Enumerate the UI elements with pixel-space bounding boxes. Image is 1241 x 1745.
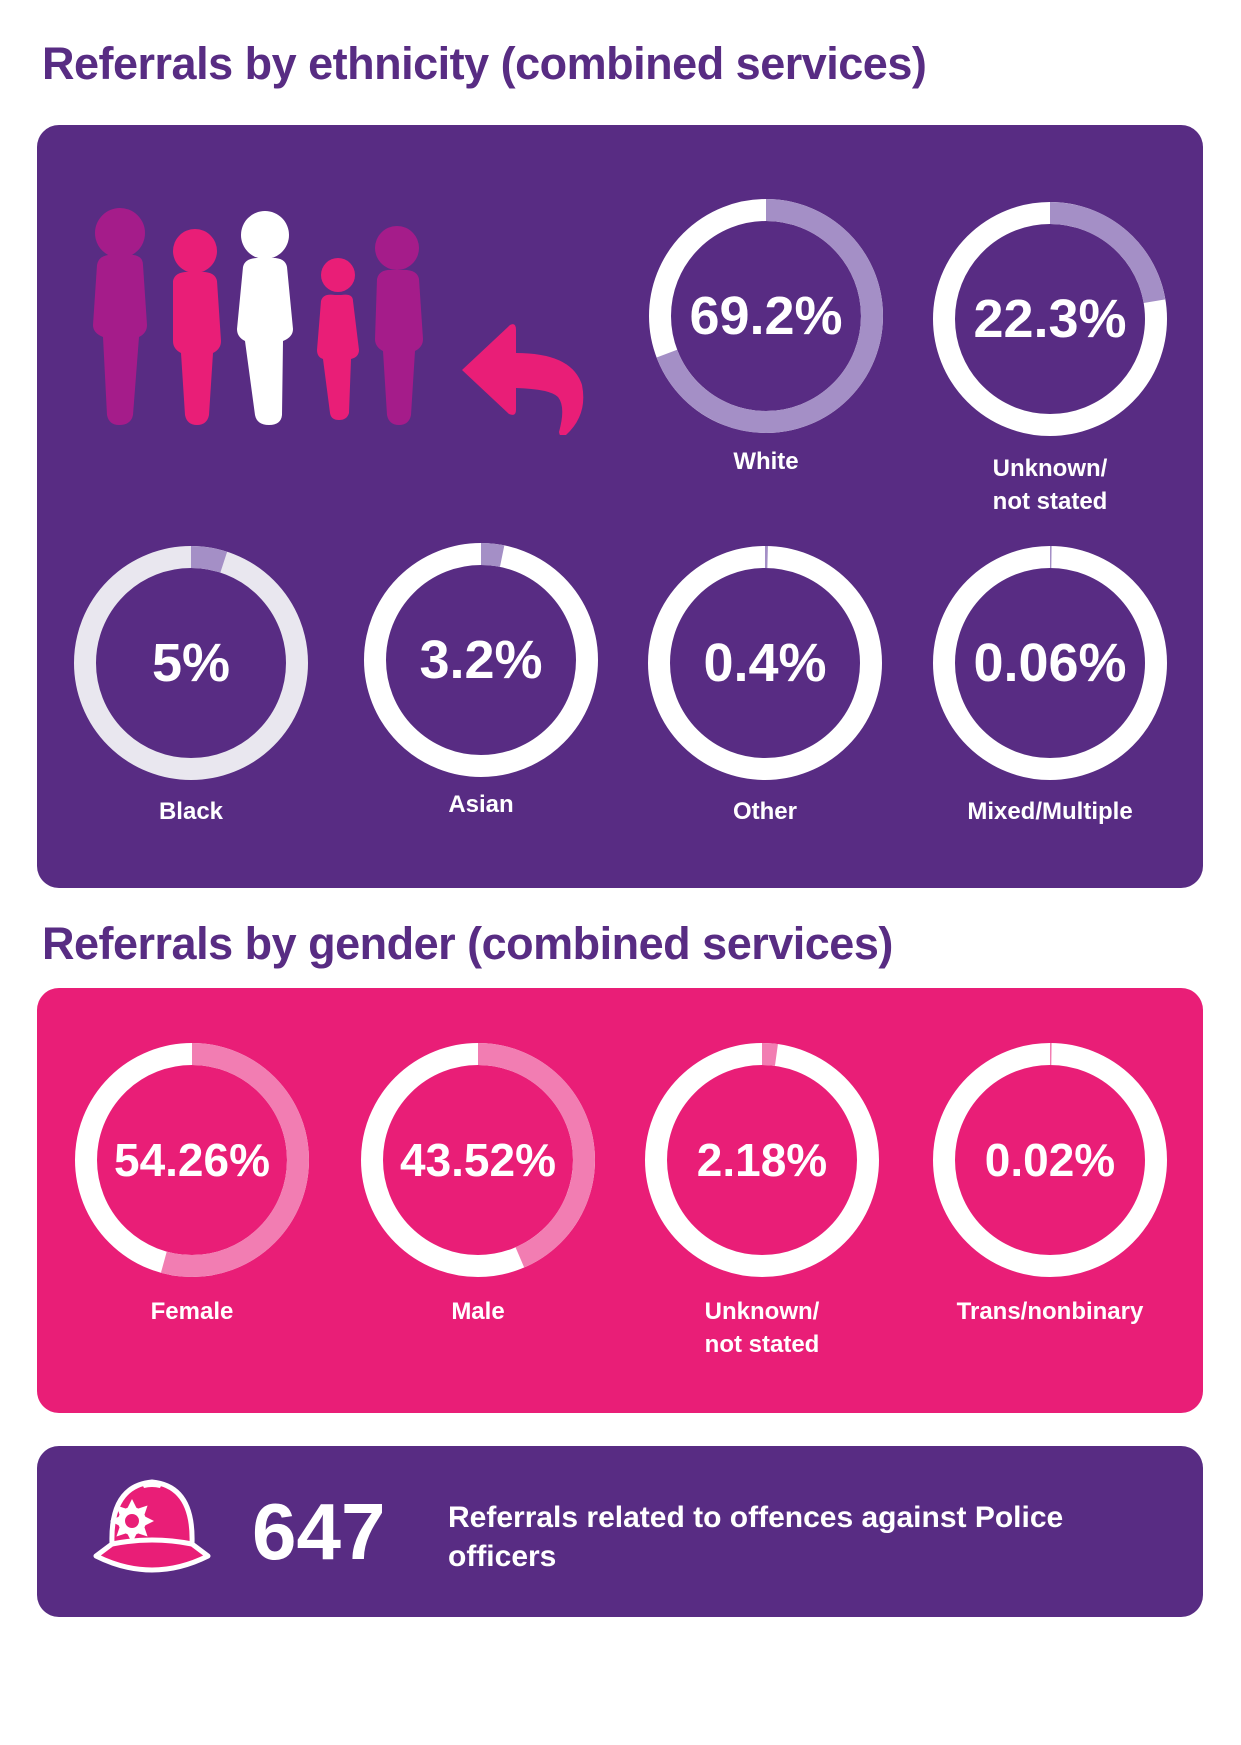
ring-label: Asian xyxy=(448,791,514,818)
ring-percentage: 22.3% xyxy=(973,289,1127,349)
ring-percentage: 3.2% xyxy=(419,630,543,690)
ring-percentage: 5% xyxy=(151,633,231,693)
ring-percentage: 54.26% xyxy=(113,1134,270,1186)
ring-percentage: 69.2% xyxy=(689,286,843,346)
ring-value-arc xyxy=(933,202,1167,436)
ring-percentage: 0.06% xyxy=(973,633,1127,693)
ring-label: Female xyxy=(150,1298,234,1325)
ring-value-arc xyxy=(361,1043,595,1277)
ethnicity-ring: 0.4% xyxy=(645,543,885,783)
return-arrow-icon xyxy=(462,324,584,435)
gender-title: Referrals by gender (combined services) xyxy=(42,918,893,969)
ring-percentage: 0.4% xyxy=(703,633,827,693)
ethnicity-ring: 69.2% xyxy=(646,196,886,436)
ring-label: White xyxy=(733,448,799,475)
police-referral-count: 647 xyxy=(252,1487,386,1576)
ring-label: Mixed/Multiple xyxy=(967,798,1133,825)
ring-value-arc xyxy=(649,199,883,433)
ring-label: Other xyxy=(732,798,797,825)
ring-percentage: 43.52% xyxy=(399,1134,556,1186)
ring-label: Black xyxy=(158,798,224,825)
ring-label: Unknown/not stated xyxy=(704,1298,820,1358)
ring-value-arc xyxy=(933,1043,1167,1277)
ring-value-arc xyxy=(364,543,598,777)
gender-ring: 54.26% xyxy=(72,1040,312,1280)
ring-percentage: 0.02% xyxy=(984,1134,1116,1186)
ring-value-arc xyxy=(75,1043,309,1277)
police-panel: 647 Referrals related to offences agains… xyxy=(37,1446,1203,1617)
gender-ring: 2.18% xyxy=(642,1040,882,1280)
ring-label: Male xyxy=(451,1298,505,1325)
ethnicity-title: Referrals by ethnicity (combined service… xyxy=(42,38,927,89)
gender-ring: 0.02% xyxy=(930,1040,1170,1280)
ring-value-arc xyxy=(74,546,308,780)
ring-percentage: 2.18% xyxy=(696,1134,828,1186)
police-referral-description: Referrals related to offences against Po… xyxy=(448,1501,1064,1573)
ring-value-arc xyxy=(933,546,1167,780)
ethnicity-ring: 3.2% xyxy=(361,540,601,780)
ring-value-arc xyxy=(648,546,882,780)
ring-label: Unknown/not stated xyxy=(992,455,1108,515)
ring-value-arc xyxy=(645,1043,879,1277)
ethnicity-ring: 5% xyxy=(71,543,311,783)
ethnicity-ring: 0.06% xyxy=(930,543,1170,783)
gender-ring: 43.52% xyxy=(358,1040,598,1280)
ethnicity-ring: 22.3% xyxy=(930,199,1170,439)
people-group-icon xyxy=(93,208,423,425)
ring-label: Trans/nonbinary xyxy=(956,1298,1144,1325)
police-helmet-icon xyxy=(93,1479,211,1573)
